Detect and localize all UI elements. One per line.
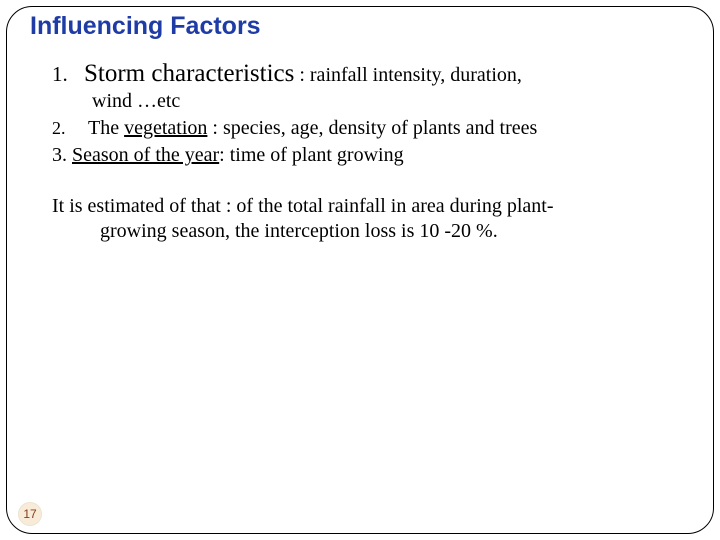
item3-underlined: Season of the year [72, 144, 219, 166]
item3-after: : time of plant growing [219, 144, 403, 166]
list-item-1: 1. Storm characteristics : rainfall inte… [52, 58, 690, 89]
list-item-3: 3. Season of the year: time of plant gro… [52, 143, 690, 168]
item2-text: The vegetation : species, age, density o… [88, 116, 537, 141]
item1-number: 1. [52, 61, 70, 87]
content-area: 1. Storm characteristics : rainfall inte… [52, 58, 690, 244]
slide: Influencing Factors 1. Storm characteris… [0, 0, 720, 540]
page-number-badge: 17 [18, 502, 42, 526]
list-item-2: 2. The vegetation : species, age, densit… [52, 116, 690, 141]
item1-continuation: wind …etc [92, 89, 690, 114]
item1-text: Storm characteristics : rainfall intensi… [84, 58, 522, 89]
item1-heading: Storm characteristics [84, 60, 294, 87]
item2-after: : species, age, density of plants and tr… [207, 117, 537, 139]
paragraph-line2: growing season, the interception loss is… [100, 219, 690, 244]
paragraph-line1: It is estimated of that : of the total r… [52, 195, 554, 217]
item2-underlined: vegetation [124, 117, 207, 139]
item2-number: 2. [52, 117, 70, 140]
item1-tail: : rainfall intensity, duration, [294, 64, 522, 86]
slide-title: Influencing Factors [30, 12, 261, 41]
item2-before: The [88, 117, 124, 139]
paragraph: It is estimated of that : of the total r… [52, 194, 690, 244]
item3-prefix: 3. [52, 144, 72, 166]
